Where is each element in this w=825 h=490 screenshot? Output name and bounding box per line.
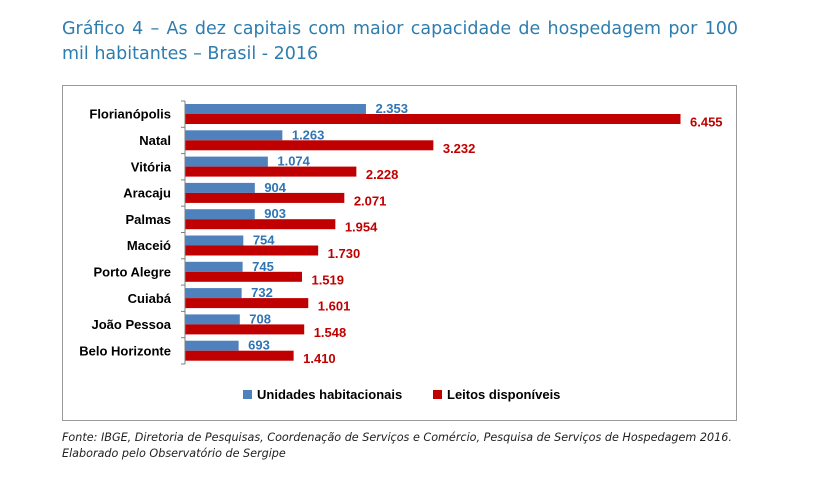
bar-leitos — [185, 219, 336, 230]
data-label-unidades: 1.263 — [292, 127, 325, 142]
data-label-leitos: 1.548 — [314, 325, 347, 340]
bar-unidades — [185, 261, 243, 272]
category-label: Florianópolis — [89, 107, 171, 122]
category-label: Natal — [139, 133, 171, 148]
data-label-leitos: 3.232 — [443, 141, 476, 156]
legend-leitos-swatch — [433, 390, 442, 399]
bar-leitos — [185, 140, 434, 151]
category-label: Vitória — [131, 159, 172, 174]
data-label-leitos: 2.228 — [366, 167, 399, 182]
bar-unidades — [185, 314, 240, 325]
bar-leitos — [185, 245, 319, 256]
data-label-unidades: 904 — [264, 180, 286, 195]
bar-leitos — [185, 166, 357, 177]
category-label: Aracaju — [123, 186, 171, 201]
category-label: Palmas — [125, 212, 171, 227]
data-label-leitos: 1.410 — [303, 351, 336, 366]
bar-unidades — [185, 156, 268, 167]
category-label: Cuiabá — [128, 291, 172, 306]
data-label-unidades: 754 — [253, 233, 275, 248]
category-label: Belo Horizonte — [79, 343, 171, 358]
data-label-unidades: 732 — [251, 285, 273, 300]
bar-unidades — [185, 182, 255, 193]
legend-unidades-swatch — [243, 390, 252, 399]
data-label-unidades: 2.353 — [375, 101, 408, 116]
legend-leitos-label: Leitos disponíveis — [447, 387, 560, 402]
category-label: Maceió — [127, 238, 171, 253]
bar-unidades — [185, 209, 255, 220]
bar-leitos — [185, 298, 309, 309]
bar-leitos — [185, 324, 305, 335]
bar-leitos — [185, 192, 345, 203]
bar-unidades — [185, 104, 366, 114]
data-label-leitos: 1.601 — [318, 299, 351, 314]
data-label-unidades: 745 — [252, 259, 274, 274]
bar-leitos — [185, 350, 294, 361]
data-label-leitos: 6.455 — [690, 115, 723, 130]
bar-unidades — [185, 340, 239, 351]
data-label-leitos: 1.730 — [328, 246, 361, 261]
bar-unidades — [185, 235, 244, 246]
bar-unidades — [185, 288, 242, 299]
data-label-leitos: 1.954 — [345, 220, 378, 235]
data-label-leitos: 2.071 — [354, 193, 387, 208]
bar-unidades — [185, 130, 283, 141]
data-label-leitos: 1.519 — [311, 272, 344, 287]
category-label: João Pessoa — [92, 317, 172, 332]
category-label: Porto Alegre — [93, 264, 171, 279]
chart-area: Florianópolis 2.353 6.455 Natal 1.263 3.232 Vi… — [62, 85, 737, 421]
data-label-unidades: 693 — [248, 338, 270, 353]
source-note: Fonte: IBGE, Diretoria de Pesquisas, Coo… — [62, 431, 732, 460]
bar-leitos — [185, 114, 681, 124]
data-label-unidades: 903 — [264, 206, 286, 221]
data-label-unidades: 708 — [249, 311, 271, 326]
chart-title: Gráfico 4 – As dez capitais com maior ca… — [62, 19, 738, 64]
bar-leitos — [185, 271, 302, 282]
data-label-unidades: 1.074 — [277, 154, 310, 169]
bar-chart: Florianópolis 2.353 6.455 Natal 1.263 3.232 Vi… — [79, 100, 723, 402]
legend-unidades-label: Unidades habitacionais — [257, 387, 402, 402]
